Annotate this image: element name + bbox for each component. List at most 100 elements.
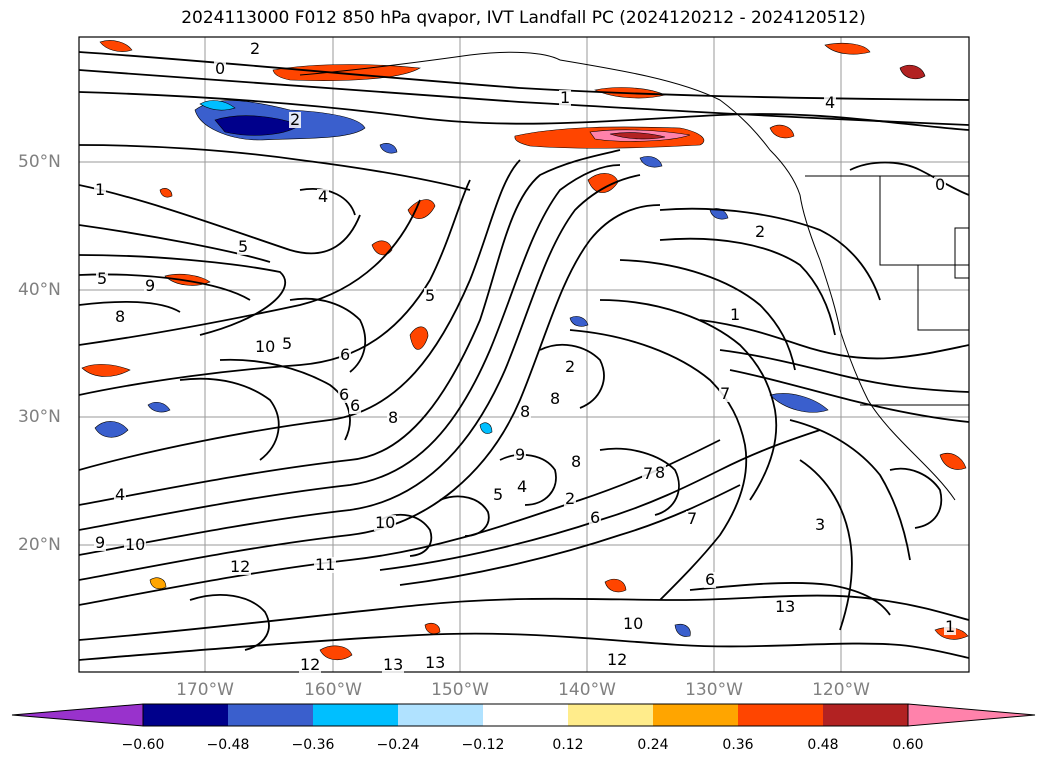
contour-label-bg — [349, 398, 361, 414]
anomaly-patch — [424, 622, 441, 635]
contour-label-bg — [589, 510, 601, 526]
contour-label-bg — [374, 515, 396, 531]
contour-label: 9 — [515, 445, 525, 464]
contour-label-bg — [94, 182, 106, 198]
contour-label-bg — [654, 465, 666, 481]
contour-line — [179, 377, 280, 461]
colorbar-tick-label: −0.24 — [376, 737, 420, 753]
contour-line — [79, 179, 471, 396]
anomaly-patch — [199, 100, 236, 111]
anomaly-patch — [639, 156, 663, 168]
contour-label-bg — [814, 517, 826, 533]
contour-label: 11 — [315, 555, 335, 574]
lon-label-170w: 170°W — [176, 680, 234, 700]
contour-label-bg — [824, 95, 836, 111]
contour-line — [79, 51, 969, 101]
contour-label: 0 — [215, 59, 225, 78]
contour-label-bg — [774, 599, 796, 615]
anomaly-patch — [824, 42, 871, 55]
contour-label-bg — [642, 466, 654, 482]
contour-line — [399, 484, 741, 586]
contour-line — [659, 237, 836, 336]
contour-line — [789, 419, 911, 561]
colorbar-segment — [568, 704, 653, 726]
contour-label-bg — [686, 511, 698, 527]
contour-label: 6 — [350, 396, 360, 415]
chart-title: 2024113000 F012 850 hPa qvapor, IVT Land… — [181, 8, 866, 28]
contour-line — [729, 369, 969, 423]
anomaly-patch — [99, 40, 133, 52]
contour-line — [79, 199, 421, 346]
contour-label-bg — [124, 537, 146, 553]
lat-label-30n: 30°N — [18, 407, 61, 427]
contour-label-bg — [704, 572, 716, 588]
anomaly-patch — [899, 64, 926, 80]
contour-label-bg — [492, 487, 504, 503]
contour-label-bg — [754, 224, 766, 240]
colorbar-tick-label: −0.60 — [121, 737, 165, 753]
coastline — [559, 59, 956, 501]
contour-label-bg — [94, 535, 106, 551]
colorbar-tick-label: 0.12 — [552, 737, 584, 753]
lon-label-150w: 150°W — [431, 680, 489, 700]
coastlines — [299, 51, 969, 501]
contour-label-bg — [382, 657, 404, 673]
contour-label: 2 — [290, 110, 300, 129]
anomaly-patch — [81, 364, 131, 377]
contour-label-bg — [519, 404, 531, 420]
contour-label: 10 — [255, 337, 275, 356]
contour-line — [79, 184, 361, 255]
colorbar-frame — [142, 703, 909, 727]
contour-label: 10 — [623, 614, 643, 633]
contour-label: 8 — [655, 463, 665, 482]
contour-label-bg — [559, 90, 571, 106]
contour-line — [599, 447, 680, 516]
contour-line — [569, 329, 748, 601]
contour-label-bg — [424, 655, 446, 671]
contour-label: 2 — [565, 357, 575, 376]
contour-line — [79, 69, 969, 126]
contour-label-bg — [114, 309, 126, 325]
contour-label: 10 — [125, 535, 145, 554]
contour-line — [619, 259, 796, 371]
colorbar-tick-label: −0.36 — [291, 737, 335, 753]
colorbar-extend-high — [907, 703, 1036, 727]
contour-label: 12 — [607, 650, 627, 669]
contour-label-bg — [387, 410, 399, 426]
colorbar — [11, 703, 1036, 727]
contour-line — [799, 459, 853, 631]
contour-label-bg — [570, 454, 582, 470]
contour-label: 8 — [115, 307, 125, 326]
contour-label-bg — [281, 336, 293, 352]
contour-line — [79, 594, 969, 641]
contour-line — [889, 467, 943, 529]
colorbar-tick-label: 0.48 — [807, 737, 839, 753]
contour-line — [439, 495, 490, 537]
contour-line — [79, 632, 969, 661]
lat-label-40n: 40°N — [18, 280, 61, 300]
contour-label: 8 — [520, 402, 530, 421]
anomaly-patch — [674, 623, 691, 637]
colorbar-tick-label: 0.24 — [637, 737, 669, 753]
contour-label-bg — [317, 189, 329, 205]
contour-line — [849, 161, 969, 196]
contour-label-bg — [237, 239, 249, 255]
contour-label-bg — [564, 491, 576, 507]
colorbar-segment — [398, 704, 483, 726]
contour-line — [189, 594, 270, 651]
contour-label: 13 — [775, 597, 795, 616]
contour-label: 4 — [825, 93, 835, 112]
lon-label-120w: 120°W — [812, 680, 870, 700]
contour-label: 7 — [720, 384, 730, 403]
contour-line — [79, 224, 271, 263]
contour-label-bg — [249, 41, 261, 57]
contour-label-bg — [214, 61, 226, 77]
colorbar-segment — [228, 704, 313, 726]
anomaly-patch — [319, 645, 353, 660]
contour-label-bg — [338, 387, 350, 403]
contour-line — [79, 204, 661, 581]
contour-label: 5 — [425, 286, 435, 305]
lon-label-130w: 130°W — [685, 680, 743, 700]
contour-label-bg — [424, 288, 436, 304]
